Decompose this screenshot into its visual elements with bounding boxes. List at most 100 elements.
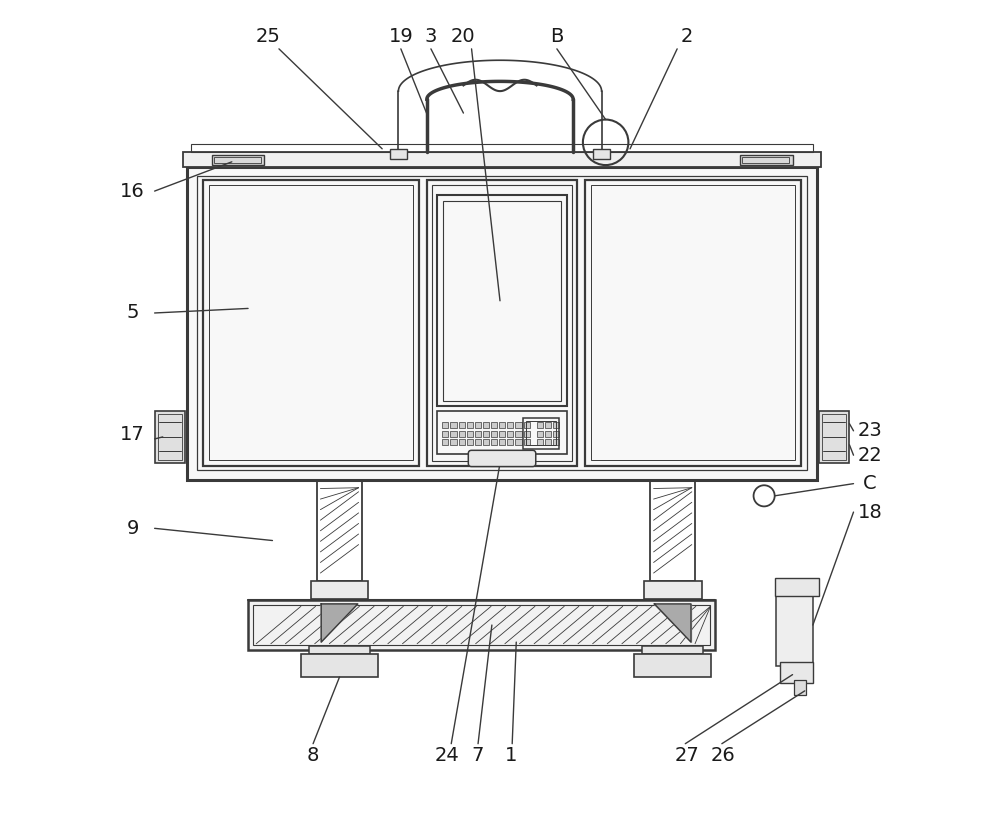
Bar xyxy=(794,681,806,695)
Bar xyxy=(742,157,789,163)
Bar xyxy=(499,431,505,437)
Text: 26: 26 xyxy=(711,746,736,765)
Bar xyxy=(491,431,497,437)
Bar xyxy=(450,439,457,446)
Polygon shape xyxy=(654,604,691,642)
Bar xyxy=(515,431,522,437)
Text: 19: 19 xyxy=(388,27,413,46)
Bar xyxy=(507,439,513,446)
Bar xyxy=(499,439,505,446)
Bar xyxy=(437,195,567,406)
Bar xyxy=(203,180,419,466)
Bar xyxy=(775,578,819,596)
Bar xyxy=(642,646,703,654)
Bar xyxy=(545,439,551,446)
Bar xyxy=(507,431,513,437)
Bar xyxy=(499,422,505,429)
Bar xyxy=(450,422,457,429)
Bar xyxy=(483,439,489,446)
Bar xyxy=(390,149,407,158)
Bar xyxy=(317,479,362,581)
Bar xyxy=(491,439,497,446)
Text: 17: 17 xyxy=(120,425,145,444)
Text: 2: 2 xyxy=(681,27,693,46)
Bar xyxy=(523,418,559,449)
Bar xyxy=(644,581,702,599)
Bar xyxy=(819,410,849,463)
Bar xyxy=(593,149,610,158)
Bar xyxy=(442,422,448,429)
Bar xyxy=(524,422,530,429)
Bar xyxy=(545,422,551,429)
Bar xyxy=(483,422,489,429)
Text: 24: 24 xyxy=(435,746,460,765)
Bar xyxy=(537,431,543,437)
Text: 23: 23 xyxy=(857,421,882,440)
Bar xyxy=(515,422,522,429)
Bar xyxy=(248,600,715,650)
Bar xyxy=(822,414,846,460)
Bar xyxy=(507,422,513,429)
Text: 27: 27 xyxy=(675,746,699,765)
Bar xyxy=(183,152,821,167)
Bar xyxy=(442,439,448,446)
Bar xyxy=(475,439,481,446)
Text: 3: 3 xyxy=(425,27,437,46)
Bar xyxy=(459,431,465,437)
Bar xyxy=(432,185,572,461)
Text: 1: 1 xyxy=(504,746,517,765)
Bar xyxy=(553,431,559,437)
Bar xyxy=(553,422,559,429)
Bar xyxy=(467,439,473,446)
Bar xyxy=(187,167,817,479)
Bar xyxy=(537,439,543,446)
Text: 9: 9 xyxy=(126,519,139,538)
Bar xyxy=(309,646,370,654)
Bar xyxy=(483,431,489,437)
Bar xyxy=(443,201,561,401)
Bar xyxy=(301,654,378,677)
Text: 8: 8 xyxy=(307,746,319,765)
Polygon shape xyxy=(321,604,358,642)
Bar xyxy=(442,431,448,437)
Bar xyxy=(214,157,261,163)
Bar xyxy=(253,605,710,645)
Bar xyxy=(526,421,556,446)
Bar xyxy=(491,422,497,429)
Bar xyxy=(450,431,457,437)
Text: 5: 5 xyxy=(126,304,139,323)
Bar xyxy=(467,431,473,437)
Text: 18: 18 xyxy=(857,502,882,521)
Text: C: C xyxy=(863,475,877,493)
Bar xyxy=(467,422,473,429)
Bar xyxy=(591,186,795,460)
Bar xyxy=(158,414,182,460)
Bar xyxy=(197,177,807,470)
Bar xyxy=(553,439,559,446)
Bar xyxy=(459,439,465,446)
Bar xyxy=(650,479,695,581)
Bar xyxy=(437,411,567,453)
Bar xyxy=(475,422,481,429)
Text: 16: 16 xyxy=(120,181,145,200)
Text: 7: 7 xyxy=(472,746,484,765)
Bar xyxy=(311,581,368,599)
Bar xyxy=(585,180,801,466)
Text: 25: 25 xyxy=(256,27,281,46)
Bar xyxy=(780,663,813,683)
Bar xyxy=(515,439,522,446)
Bar xyxy=(634,654,711,677)
Bar xyxy=(537,422,543,429)
Bar xyxy=(209,186,413,460)
Bar xyxy=(545,431,551,437)
FancyBboxPatch shape xyxy=(468,451,536,466)
Bar xyxy=(191,144,813,152)
Bar xyxy=(740,154,793,165)
Bar xyxy=(524,431,530,437)
Bar xyxy=(155,410,185,463)
Bar xyxy=(212,154,264,165)
Text: 20: 20 xyxy=(451,27,476,46)
Text: 22: 22 xyxy=(857,446,882,465)
Bar xyxy=(427,180,577,466)
Bar xyxy=(459,422,465,429)
